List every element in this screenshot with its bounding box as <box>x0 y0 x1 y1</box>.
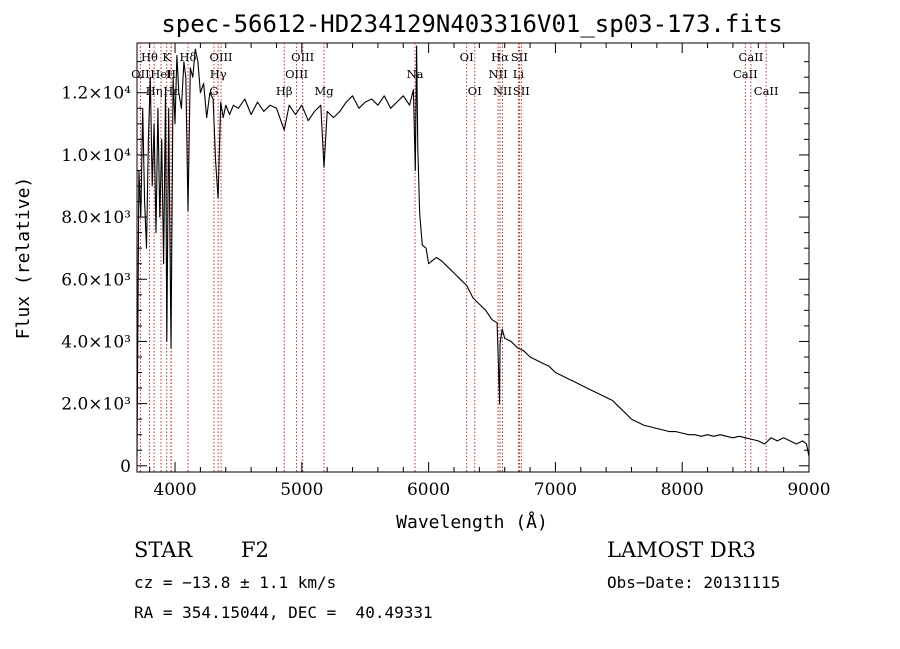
x-axis-label: Wavelength (Å) <box>396 511 548 533</box>
y-tick-label-12000: 1.2×10⁴ <box>61 84 131 104</box>
line-marker-label-19: NII <box>489 67 508 81</box>
y-tick-label-4000: 4.0×10³ <box>61 332 131 352</box>
x-tick-label-6000: 6000 <box>407 480 450 500</box>
x-tick-label-9000: 9000 <box>787 480 830 500</box>
line-marker-label-3: HeI <box>150 67 171 81</box>
chart-title: spec-56612-HD234129N403316V01_sp03-173.f… <box>161 10 782 38</box>
line-marker-label-17: OI <box>468 84 482 98</box>
line-marker-label-20: NII <box>493 84 512 98</box>
line-marker-label-4: Hε <box>163 84 179 98</box>
line-marker-label-11: Hβ <box>276 84 293 98</box>
line-marker-label-10: G <box>209 84 218 98</box>
line-marker-label-25: CaII <box>733 67 758 81</box>
object-class: STAR <box>134 538 193 562</box>
plot-area <box>136 42 810 473</box>
y-tick-label-2000: 2.0×10³ <box>61 395 131 415</box>
line-marker-label-21: SII <box>511 50 528 64</box>
x-axis-ticks: 4000 5000 6000 7000 8000 9000 <box>149 43 831 500</box>
x-tick-label-7000: 7000 <box>534 480 577 500</box>
line-marker-label-14: Mg <box>314 84 334 98</box>
line-marker-label-5: K <box>162 50 171 64</box>
line-marker-label-1: OII <box>131 67 150 81</box>
line-marker-label-24: CaII <box>739 50 764 64</box>
line-marker-label-23: SII <box>513 84 530 98</box>
line-marker-label-22: Li <box>513 67 525 81</box>
line-marker-label-16: OI <box>460 50 474 64</box>
y-tick-label-10000: 1.0×10⁴ <box>61 146 131 166</box>
y-tick-label-8000: 8.0×10³ <box>61 208 131 228</box>
spectral-line-markers <box>139 43 767 472</box>
y-tick-label-0: 0 <box>120 457 131 477</box>
line-marker-label-18: Hα <box>491 50 509 64</box>
spectrum-line <box>136 45 810 457</box>
y-tick-label-6000: 6.0×10³ <box>61 270 131 290</box>
survey-name: LAMOST DR3 <box>607 538 756 562</box>
line-marker-label-26: CaII <box>754 84 779 98</box>
line-marker-label-13: OIII <box>285 67 308 81</box>
x-tick-label-5000: 5000 <box>280 480 323 500</box>
redshift-text: cz = −13.8 ± 1.1 km/s <box>134 573 337 592</box>
line-marker-label-2: Hη <box>146 84 163 98</box>
line-marker-label-6: H <box>166 67 176 81</box>
x-tick-label-4000: 4000 <box>153 480 196 500</box>
line-marker-label-8: OIII <box>210 50 233 64</box>
x-tick-label-8000: 8000 <box>661 480 704 500</box>
line-marker-label-7: Hδ <box>179 50 196 64</box>
line-marker-label-15: Na <box>407 67 424 81</box>
coordinates-text: RA = 354.15044, DEC = 40.49331 <box>134 603 433 622</box>
y-axis-label: Flux (relative) <box>13 177 34 340</box>
line-marker-label-9: Hγ <box>210 67 227 81</box>
line-marker-label-0: Hθ <box>141 50 158 64</box>
spectral-subclass: F2 <box>241 538 269 562</box>
y-axis-ticks: 0 2.0×10³ 4.0×10³ 6.0×10³ 8.0×10³ 1.0×10⁴ 1.2×… <box>61 61 809 477</box>
obs-date: Obs−Date: 20131115 <box>607 573 781 592</box>
line-marker-label-12: OIII <box>291 50 314 64</box>
